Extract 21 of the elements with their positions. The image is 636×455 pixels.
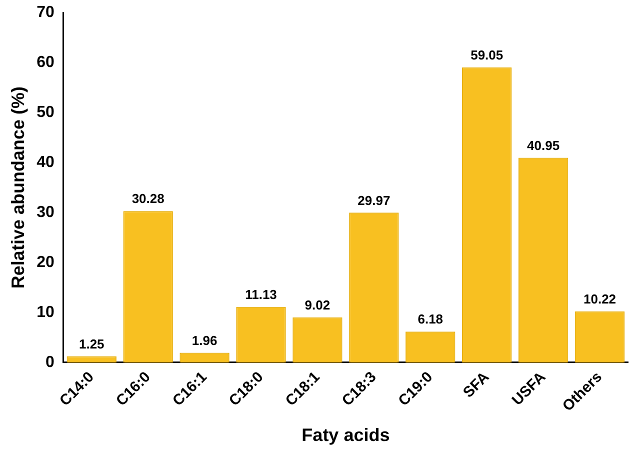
y-tick-label: 70 bbox=[36, 4, 54, 22]
y-tick-label: 0 bbox=[45, 354, 54, 371]
data-label: 10.22 bbox=[583, 291, 616, 306]
x-axis-title: Faty acids bbox=[302, 425, 390, 446]
data-label: 40.95 bbox=[527, 138, 560, 153]
data-label: 1.25 bbox=[78, 336, 104, 352]
data-label: 59.05 bbox=[470, 47, 504, 62]
data-label: 1.96 bbox=[192, 332, 218, 348]
y-axis-title: Relative abundance (%) bbox=[8, 86, 28, 289]
y-tick-label: 20 bbox=[36, 254, 54, 271]
y-tick-label: 10 bbox=[36, 304, 54, 321]
data-label: 29.97 bbox=[358, 192, 390, 208]
y-tick-label: 40 bbox=[36, 154, 54, 171]
y-tick-label: 30 bbox=[36, 204, 54, 221]
data-label: 30.28 bbox=[132, 191, 164, 206]
x-tick-label: SFA bbox=[460, 368, 493, 402]
data-label: 9.02 bbox=[304, 297, 330, 312]
data-label: 11.13 bbox=[245, 286, 277, 302]
data-label: 6.18 bbox=[418, 312, 444, 327]
y-tick-label: 50 bbox=[36, 104, 54, 121]
y-tick-label: 60 bbox=[36, 54, 54, 71]
